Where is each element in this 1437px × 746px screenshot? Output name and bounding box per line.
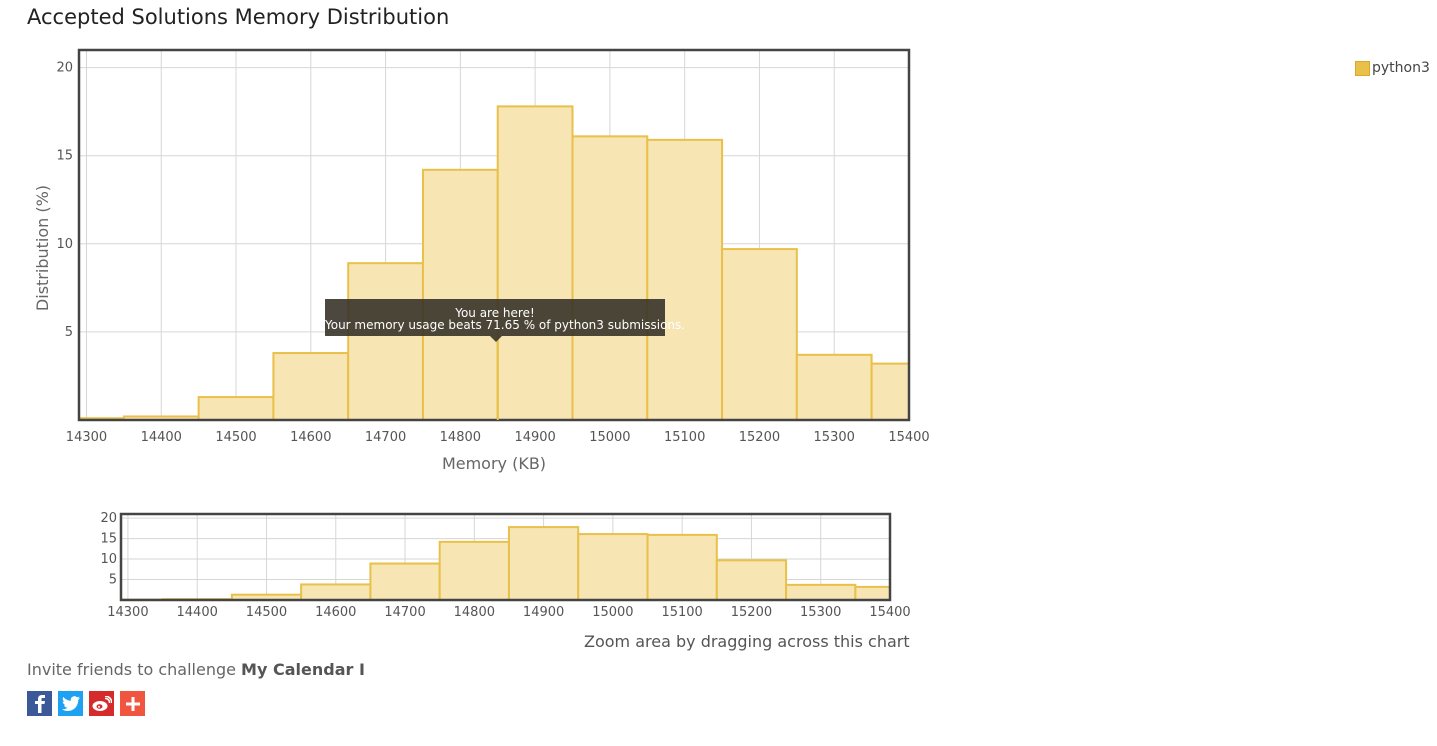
zoom-hint-text: Zoom area by dragging across this chart (584, 632, 910, 651)
histogram-bar (496, 105, 574, 421)
histogram-bar (795, 353, 873, 421)
histogram-bar (421, 168, 499, 421)
x-tick-label: 14600 (315, 605, 356, 620)
x-tick-label: 14500 (246, 605, 287, 620)
problem-name[interactable]: My Calendar I (241, 660, 365, 679)
x-tick-label: 15400 (869, 605, 910, 620)
tooltip-message: Your memory usage beats 71.65 % of pytho… (325, 318, 686, 332)
histogram-bar (721, 248, 798, 421)
facebook-icon (34, 694, 45, 713)
x-tick-label: 14900 (523, 605, 564, 620)
histogram-bar (715, 559, 788, 601)
x-tick-label: 14400 (141, 430, 182, 445)
y-tick-label: 5 (65, 325, 73, 340)
x-tick-label: 14700 (384, 605, 425, 620)
invite-text: Invite friends to challenge My Calendar … (27, 660, 365, 679)
x-tick-label: 15200 (731, 605, 772, 620)
page-title: Accepted Solutions Memory Distribution (27, 5, 450, 29)
x-tick-label: 14300 (66, 430, 107, 445)
invite-prefix: Invite friends to challenge (27, 660, 242, 679)
y-axis-title: Distribution (%) (33, 185, 52, 311)
x-tick-label: 15200 (739, 430, 780, 445)
y-tick-label: 20 (56, 61, 73, 76)
histogram-bar (369, 562, 441, 601)
weibo-share-button[interactable] (89, 691, 114, 716)
legend-item-python3[interactable]: python3 (1355, 60, 1430, 76)
y-tick-label: 15 (100, 532, 117, 547)
histogram-bar (870, 362, 910, 421)
facebook-share-button[interactable] (27, 691, 52, 716)
share-buttons (27, 691, 145, 716)
main-histogram-chart[interactable]: 14300 14400 14500 14600 14700 14800 14900 15000… (0, 40, 930, 480)
legend-label: python3 (1372, 60, 1430, 76)
x-tick-label: 14800 (454, 605, 495, 620)
more-share-button[interactable] (120, 691, 145, 716)
histogram-bar (347, 262, 424, 421)
legend-swatch (1355, 60, 1370, 76)
y-tick-label: 10 (56, 237, 73, 252)
histogram-bar (571, 135, 649, 421)
histogram-bar (577, 533, 649, 601)
x-tick-label: 15000 (589, 430, 630, 445)
x-tick-label: 15000 (592, 605, 633, 620)
x-tick-label: 14300 (107, 605, 148, 620)
x-tick-label: 14800 (440, 430, 481, 445)
twitter-share-button[interactable] (58, 691, 83, 716)
you-are-here-tooltip: You are here! Your memory usage beats 71… (325, 299, 686, 342)
histogram-bar (646, 138, 724, 421)
y-tick-label: 20 (100, 511, 117, 526)
x-tick-label: 14600 (290, 430, 331, 445)
x-axis-title: Memory (KB) (442, 454, 546, 473)
x-tick-label: 15300 (814, 430, 855, 445)
tooltip-heading: You are here! (455, 306, 535, 320)
x-tick-label: 14900 (514, 430, 555, 445)
histogram-bar (197, 396, 275, 422)
plot-frame (119, 512, 892, 602)
weibo-icon (92, 695, 112, 711)
plot-frame (77, 48, 911, 422)
histogram-bar (507, 526, 580, 602)
y-tick-label: 10 (100, 552, 117, 567)
plus-icon (125, 696, 140, 711)
histogram-bar (646, 533, 718, 602)
histogram-bar (438, 540, 510, 601)
histogram-bar (272, 352, 350, 421)
histogram-bar (300, 583, 372, 601)
twitter-icon (61, 695, 80, 711)
x-tick-label: 14700 (365, 430, 406, 445)
y-tick-label: 5 (109, 573, 117, 588)
x-tick-label: 15400 (888, 430, 929, 445)
x-tick-label: 15100 (661, 605, 702, 620)
x-tick-label: 15300 (800, 605, 841, 620)
histogram-bar (854, 585, 891, 602)
x-tick-label: 14500 (215, 430, 256, 445)
y-tick-label: 15 (56, 149, 73, 164)
x-tick-label: 14400 (177, 605, 218, 620)
histogram-bar (785, 583, 857, 601)
zoom-navigator-chart[interactable]: 14300 14400 14500 14600 14700 14800 14900 15000… (0, 505, 930, 625)
x-tick-label: 15100 (664, 430, 705, 445)
